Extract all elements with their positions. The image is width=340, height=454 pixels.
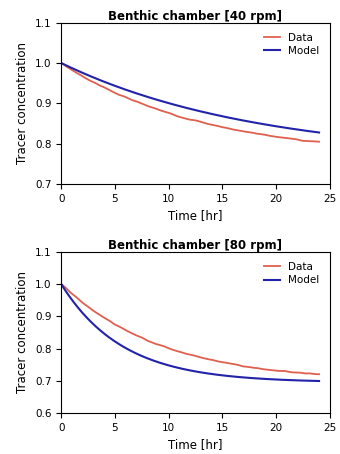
Data xyxy=(317,371,321,377)
Model xyxy=(125,346,130,352)
Data xyxy=(59,60,63,66)
Model xyxy=(176,103,180,109)
Line: Model: Model xyxy=(61,63,319,133)
Model xyxy=(105,333,109,338)
Line: Data: Data xyxy=(61,63,319,142)
Model xyxy=(253,375,257,381)
Data xyxy=(217,359,221,365)
Title: Benthic chamber [80 rpm]: Benthic chamber [80 rpm] xyxy=(108,239,283,252)
Data xyxy=(212,123,217,128)
Data xyxy=(60,282,64,287)
Model xyxy=(59,60,63,66)
Y-axis label: Tracer concentration: Tracer concentration xyxy=(16,271,29,394)
Model xyxy=(253,120,257,125)
Data xyxy=(293,136,297,142)
X-axis label: Time [hr]: Time [hr] xyxy=(168,439,223,451)
Data xyxy=(217,123,221,129)
Model xyxy=(59,281,63,287)
Model xyxy=(231,374,235,379)
Y-axis label: Tracer concentration: Tracer concentration xyxy=(16,42,29,164)
Legend: Data, Model: Data, Model xyxy=(259,28,325,61)
Model xyxy=(105,80,109,85)
Data xyxy=(59,281,63,287)
Model xyxy=(231,116,235,121)
Data xyxy=(317,139,321,144)
Title: Benthic chamber [40 rpm]: Benthic chamber [40 rpm] xyxy=(108,10,283,23)
Data xyxy=(212,358,217,363)
Legend: Data, Model: Data, Model xyxy=(259,257,325,291)
Data xyxy=(276,368,280,374)
Data xyxy=(212,358,216,363)
Model xyxy=(317,378,321,384)
Data xyxy=(60,61,64,66)
Model xyxy=(125,88,130,93)
Line: Data: Data xyxy=(61,284,319,374)
Model xyxy=(317,130,321,135)
Line: Model: Model xyxy=(61,284,319,381)
Data xyxy=(276,134,280,140)
Data xyxy=(212,123,216,128)
Model xyxy=(176,365,180,370)
Model xyxy=(211,112,215,117)
X-axis label: Time [hr]: Time [hr] xyxy=(168,209,223,222)
Model xyxy=(211,371,215,377)
Data xyxy=(293,370,297,375)
